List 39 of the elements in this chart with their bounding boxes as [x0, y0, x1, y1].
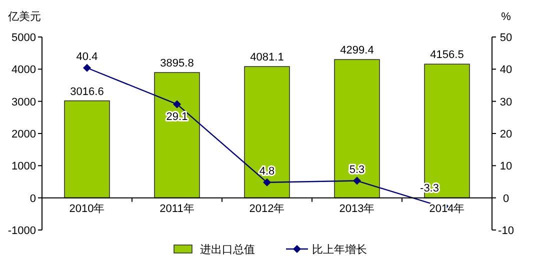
y-tick-label: 0	[30, 192, 36, 205]
data-label: 4081.1	[250, 52, 284, 64]
y2-tick-label: 40	[500, 64, 512, 76]
y-tick-label: 4000	[12, 64, 36, 76]
y-tick-label: -1000	[8, 225, 36, 237]
x-tick-label: 2012年	[249, 202, 285, 215]
x-tick-label: 2011年	[160, 202, 194, 215]
y-tick-label: 1000	[12, 160, 36, 173]
y2-tick-label: 0	[502, 192, 510, 205]
data-label: 5.3	[349, 164, 365, 176]
y2-tick-label: 30	[500, 96, 512, 108]
legend-label: 进出口总值	[200, 243, 255, 256]
y-axis-title: 亿美元	[7, 10, 41, 23]
legend-label: 比上年增长	[312, 243, 367, 256]
data-label: 4156.5	[430, 49, 464, 62]
bar	[334, 59, 380, 198]
data-label: 4.8	[259, 165, 275, 178]
data-label: 3016.6	[70, 86, 104, 98]
bar	[244, 66, 290, 198]
point	[263, 178, 271, 186]
bar	[154, 72, 200, 198]
y-tick-label: 5000	[12, 32, 36, 44]
point	[83, 64, 91, 72]
y-tick-label: 3000	[12, 96, 36, 108]
y-tick-label: 2000	[12, 128, 36, 140]
data-label: 3895.8	[160, 58, 194, 70]
y2-tick-label: 20	[500, 128, 512, 140]
data-label: 4299.4	[340, 44, 374, 57]
y2-axis-title: %	[501, 11, 512, 23]
x-tick-label: 2010年	[69, 202, 105, 215]
data-label: 29.1	[166, 111, 188, 124]
y2-tick-label: 10	[500, 160, 512, 173]
point	[173, 100, 181, 108]
data-label: 40.4	[76, 50, 98, 63]
x-tick-label: 2013年	[339, 202, 375, 215]
y2-tick-label: 50	[500, 32, 512, 44]
bar	[64, 100, 110, 198]
point	[353, 176, 361, 185]
y2-tick-label: -10	[498, 225, 514, 237]
